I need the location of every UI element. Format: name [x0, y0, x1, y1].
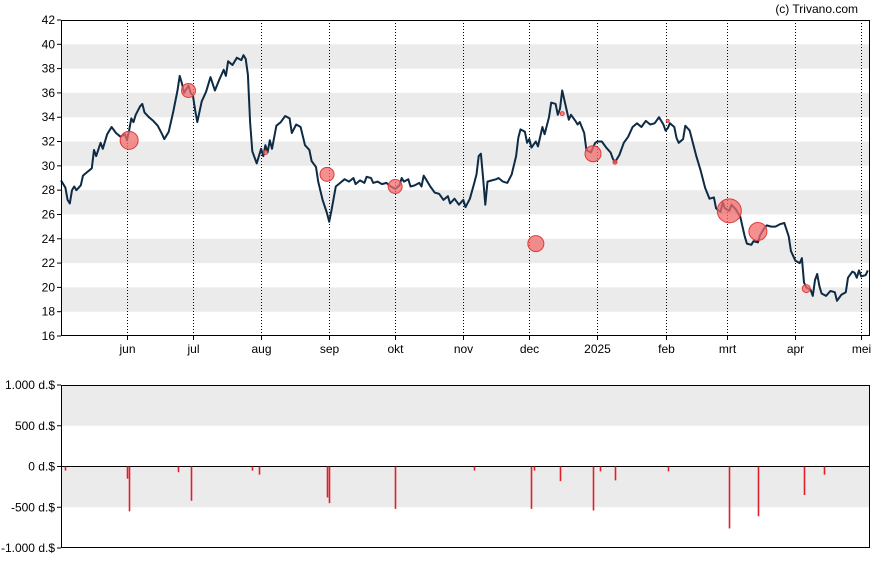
price-band [61, 141, 870, 166]
price-y-tick-label: 38 [42, 62, 56, 76]
transaction-bubble [801, 284, 811, 294]
price-x-tick-label: mrt [719, 342, 737, 356]
price-x-axis: jun jul aug sep okt nov dec 2025 feb mrt apr mei [118, 20, 871, 356]
price-x-tick-label: jun [118, 342, 135, 356]
volume-y-tick-label: 0 d.$ [28, 460, 55, 474]
transaction-bubble [612, 159, 618, 165]
price-y-tick-label: 34 [42, 110, 56, 124]
price-x-tick-label: aug [251, 342, 271, 356]
price-y-tick-label: 20 [42, 280, 56, 294]
transaction-bubbles [119, 82, 811, 294]
transaction-bubble [527, 235, 545, 253]
price-x-tick-label: jul [186, 342, 199, 356]
price-y-tick-label: 28 [42, 183, 56, 197]
price-x-tick-label: nov [454, 342, 473, 356]
price-y-tick-label: 32 [42, 135, 56, 149]
price-y-tick-label: 16 [42, 329, 56, 343]
price-y-tick-label: 30 [42, 159, 56, 173]
transaction-bubble [119, 130, 139, 150]
volume-bands [61, 385, 870, 508]
transaction-bubble [665, 118, 670, 123]
volume-band [61, 466, 870, 508]
transaction-bubble [319, 166, 335, 182]
volume-frame [61, 385, 870, 548]
price-y-tick-label: 26 [42, 207, 56, 221]
price-x-tick-label: mei [852, 342, 871, 356]
price-band [61, 238, 870, 264]
price-y-axis: 16 18 20 22 24 26 28 30 32 34 36 38 40 42 [42, 13, 61, 343]
transaction-bubble [262, 149, 268, 155]
price-frame [61, 20, 870, 336]
copyright-text: (c) Trivano.com [775, 2, 858, 16]
transaction-bubble [559, 111, 565, 117]
price-y-tick-label: 40 [42, 37, 56, 51]
transaction-bubble [748, 221, 768, 241]
transaction-bubble [584, 145, 602, 163]
volume-band [61, 385, 870, 426]
volume-y-tick-label: -500 d.$ [11, 500, 55, 514]
price-x-tick-label: 2025 [584, 342, 611, 356]
volume-bars [64, 466, 826, 529]
volume-y-axis: 1.000 d.$ 500 d.$ 0 d.$ -500 d.$ -1.000 d.$ [1, 378, 61, 555]
price-x-tick-label: sep [320, 342, 340, 356]
price-band [61, 287, 870, 312]
price-x-tick-label: dec [520, 342, 539, 356]
price-y-tick-label: 22 [42, 256, 56, 270]
price-y-tick-label: 36 [42, 86, 56, 100]
transaction-bubble [387, 179, 403, 195]
price-y-tick-label: 24 [42, 232, 56, 246]
price-band [61, 190, 870, 215]
price-x-tick-label: apr [787, 342, 804, 356]
price-band [61, 92, 870, 118]
price-x-tick-label: feb [658, 342, 675, 356]
price-x-tick-label: okt [387, 342, 404, 356]
transaction-bubble [181, 82, 197, 98]
volume-y-tick-label: 500 d.$ [15, 419, 55, 433]
volume-y-tick-label: 1.000 d.$ [5, 378, 55, 392]
price-band [61, 44, 870, 69]
price-y-tick-label: 18 [42, 305, 56, 319]
price-y-tick-label: 42 [42, 13, 56, 27]
volume-y-tick-label: -1.000 d.$ [1, 541, 55, 555]
transaction-bubble [716, 198, 742, 224]
